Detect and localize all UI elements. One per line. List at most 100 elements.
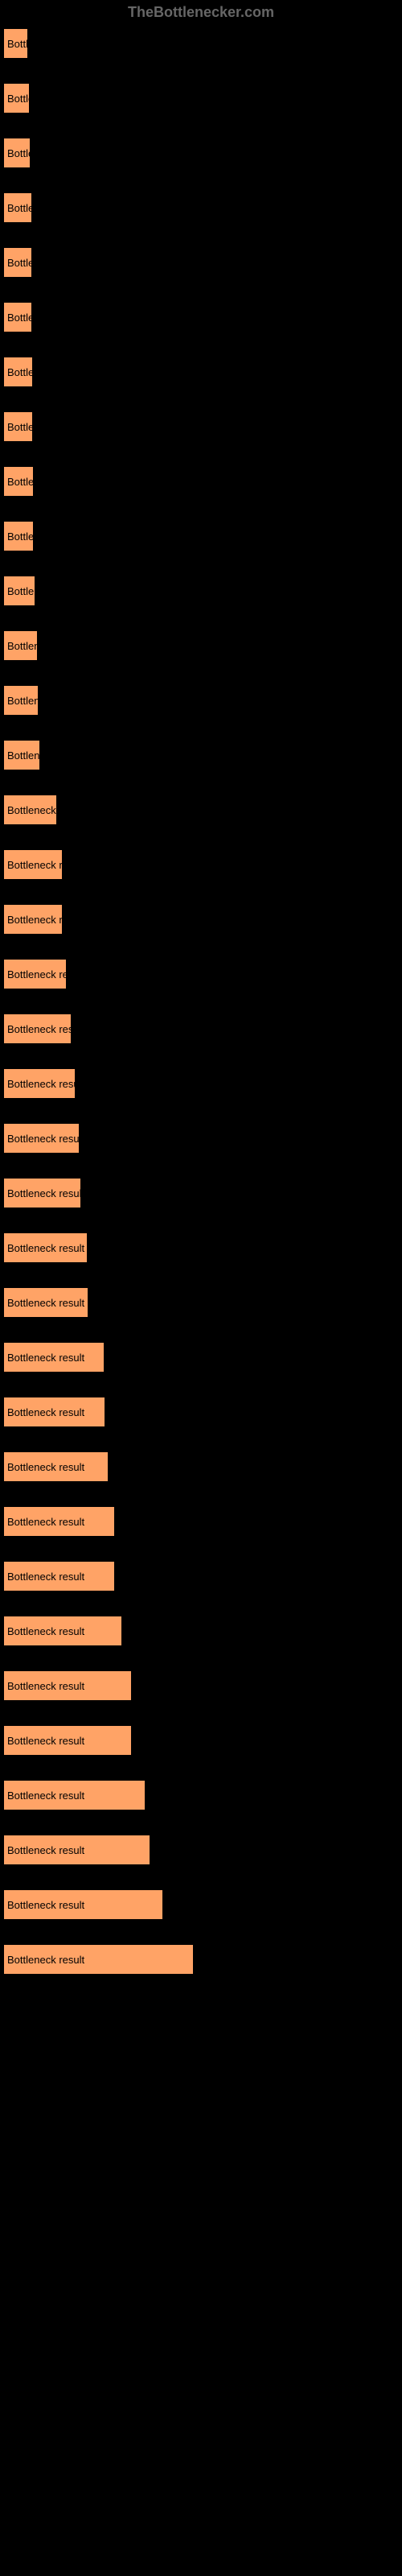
bar-wrapper: Bottleneck result 7.11 xyxy=(4,412,398,441)
bar-label: Bottleneck result xyxy=(7,366,32,378)
bar-wrapper: Bottleneck result 26.36 xyxy=(4,1452,398,1481)
chart-row: Bottleneck result 29.82 xyxy=(4,1616,398,1645)
bar: Bottleneck result xyxy=(4,850,62,879)
bar: Bottleneck result xyxy=(4,1945,193,1974)
bar-wrapper: Bottleneck result40.17 xyxy=(4,1890,398,1919)
bar-wrapper: Bottleneck result35.65 xyxy=(4,1781,398,1810)
bar-label: Bottleneck result xyxy=(7,1461,84,1473)
bar: Bottleneck result xyxy=(4,576,35,605)
bar-wrapper: Bottleneck result 14.71 xyxy=(4,905,398,934)
bar-label: Bottleneck result xyxy=(7,1133,79,1145)
chart-row: Bottleneck result6.98 xyxy=(4,303,398,332)
bar-label: Bottleneck result xyxy=(7,38,27,50)
bar-wrapper: Bottleneck result 6.3 xyxy=(4,84,398,113)
chart-row: Bottleneck result 28.05 xyxy=(4,1562,398,1591)
bar-wrapper: Bottleneck result27.97 xyxy=(4,1507,398,1536)
bar-label: Bottleneck result xyxy=(7,1844,84,1856)
bar-label: Bottleneck result xyxy=(7,202,31,214)
bar-label: Bottleneck result xyxy=(7,530,33,543)
bar: Bottleneck result xyxy=(4,1452,108,1481)
bar: Bottleneck result xyxy=(4,84,29,113)
bar-label: Bottleneck result xyxy=(7,1571,84,1583)
bar-label: Bottleneck result xyxy=(7,421,32,433)
value-label: 7.08 xyxy=(36,366,56,378)
chart-row: Bottleneck result 8.9 xyxy=(4,741,398,770)
bar-label: Bottleneck result xyxy=(7,749,39,762)
bar: Bottleneck result xyxy=(4,795,56,824)
value-label: 8.9 xyxy=(43,749,58,762)
chart-row: Bottleneck result25.61 xyxy=(4,1397,398,1426)
bar-label: Bottleneck result xyxy=(7,1790,84,1802)
value-label: 28.05 xyxy=(118,1571,145,1583)
bar: Bottleneck result xyxy=(4,686,38,715)
value-label: 16.94 xyxy=(75,1023,101,1035)
bar-label: Bottleneck result xyxy=(7,1735,84,1747)
bar-wrapper: Bottleneck result 16.94 xyxy=(4,1014,398,1043)
value-label: 7.11 xyxy=(36,421,55,433)
value-label: 19.44 xyxy=(84,1187,111,1199)
chart-row: Bottleneck result 6.3 xyxy=(4,84,398,113)
bar: Bottleneck result xyxy=(4,741,39,770)
value-label: 7.31 xyxy=(37,476,57,488)
bar-label: Bottleneck result xyxy=(7,1352,84,1364)
bar: Bottleneck result xyxy=(4,905,62,934)
bar: Bottleneck result xyxy=(4,1179,80,1208)
bar-wrapper: Bottleneck result14.66 xyxy=(4,850,398,879)
value-label: 20.95 xyxy=(91,1242,117,1254)
bar: Bottleneck result xyxy=(4,1890,162,1919)
value-label: 7.33 xyxy=(37,530,57,543)
bar: Bottleneck result xyxy=(4,1671,131,1700)
value-label: 29.82 xyxy=(125,1625,152,1637)
chart-row: Bottleneck result21.26 xyxy=(4,1288,398,1317)
bar: Bottleneck result xyxy=(4,467,33,496)
bar: Bottleneck result xyxy=(4,1233,87,1262)
chart-row: Bottleneck result 7.31 xyxy=(4,467,398,496)
bar: Bottleneck result xyxy=(4,29,27,58)
bar: Bottleneck result xyxy=(4,1781,145,1810)
bar: Bottleneck result xyxy=(4,1014,71,1043)
chart-row: Bottleneck result 6.85 xyxy=(4,248,398,277)
bar-wrapper: Bottleneck result8.31 xyxy=(4,631,398,660)
value-label: 14.71 xyxy=(66,914,92,926)
value-label: 21.26 xyxy=(92,1297,118,1309)
value-label: 8.61 xyxy=(42,695,62,707)
bar-wrapper: Bottleneck result32.15 xyxy=(4,1671,398,1700)
value-label: 6.85 xyxy=(35,202,55,214)
bar-wrapper: Bottleneck result 29.82 xyxy=(4,1616,398,1645)
bar-wrapper: Bottleneck result 6.85 xyxy=(4,248,398,277)
bar-label: Bottleneck result xyxy=(7,968,66,980)
bar: Bottleneck result xyxy=(4,1616,121,1645)
bar: Bottleneck result xyxy=(4,960,66,989)
bar: Bottleneck result xyxy=(4,138,30,167)
chart-row: Bottleneck result 18.98 xyxy=(4,1124,398,1153)
bar: Bottleneck result xyxy=(4,248,31,277)
value-label: 6.85 xyxy=(35,257,55,269)
value-label: 6.3 xyxy=(33,93,47,105)
chart-row: Bottleneck result7.84 xyxy=(4,576,398,605)
bar-wrapper: Bottleneck result 8.9 xyxy=(4,741,398,770)
watermark-text: TheBottlenecker.com xyxy=(4,4,398,21)
bar: Bottleneck result xyxy=(4,1726,131,1755)
chart-row: Bottleneck result 15.64 xyxy=(4,960,398,989)
value-label: 47.95 xyxy=(197,1954,224,1966)
value-label: 18.98 xyxy=(83,1133,109,1145)
bar-wrapper: Bottleneck result 18.98 xyxy=(4,1124,398,1153)
value-label: 26.36 xyxy=(112,1461,138,1473)
chart-row: Bottleneck result13.22 xyxy=(4,795,398,824)
bar-label: Bottleneck result xyxy=(7,1625,84,1637)
chart-row: Bottleneck result 47.95 xyxy=(4,1945,398,1974)
bar: Bottleneck result xyxy=(4,193,31,222)
chart-row: Bottleneck result 7.33 xyxy=(4,522,398,551)
bar-wrapper: Bottleneck result13.22 xyxy=(4,795,398,824)
chart-row: Bottleneck result 14.71 xyxy=(4,905,398,934)
bar-wrapper: Bottleneck result 7.33 xyxy=(4,522,398,551)
bar: Bottleneck result xyxy=(4,357,32,386)
bar: Bottleneck result xyxy=(4,522,33,551)
bar: Bottleneck result xyxy=(4,631,37,660)
value-label: 15.64 xyxy=(70,968,96,980)
bar-label: Bottleneck result xyxy=(7,1187,80,1199)
value-label: 17.99 xyxy=(79,1078,105,1090)
bar-wrapper: Bottleneck result25.34 xyxy=(4,1343,398,1372)
chart-row: Bottleneck result 16.94 xyxy=(4,1014,398,1043)
bar-label: Bottleneck result xyxy=(7,695,38,707)
